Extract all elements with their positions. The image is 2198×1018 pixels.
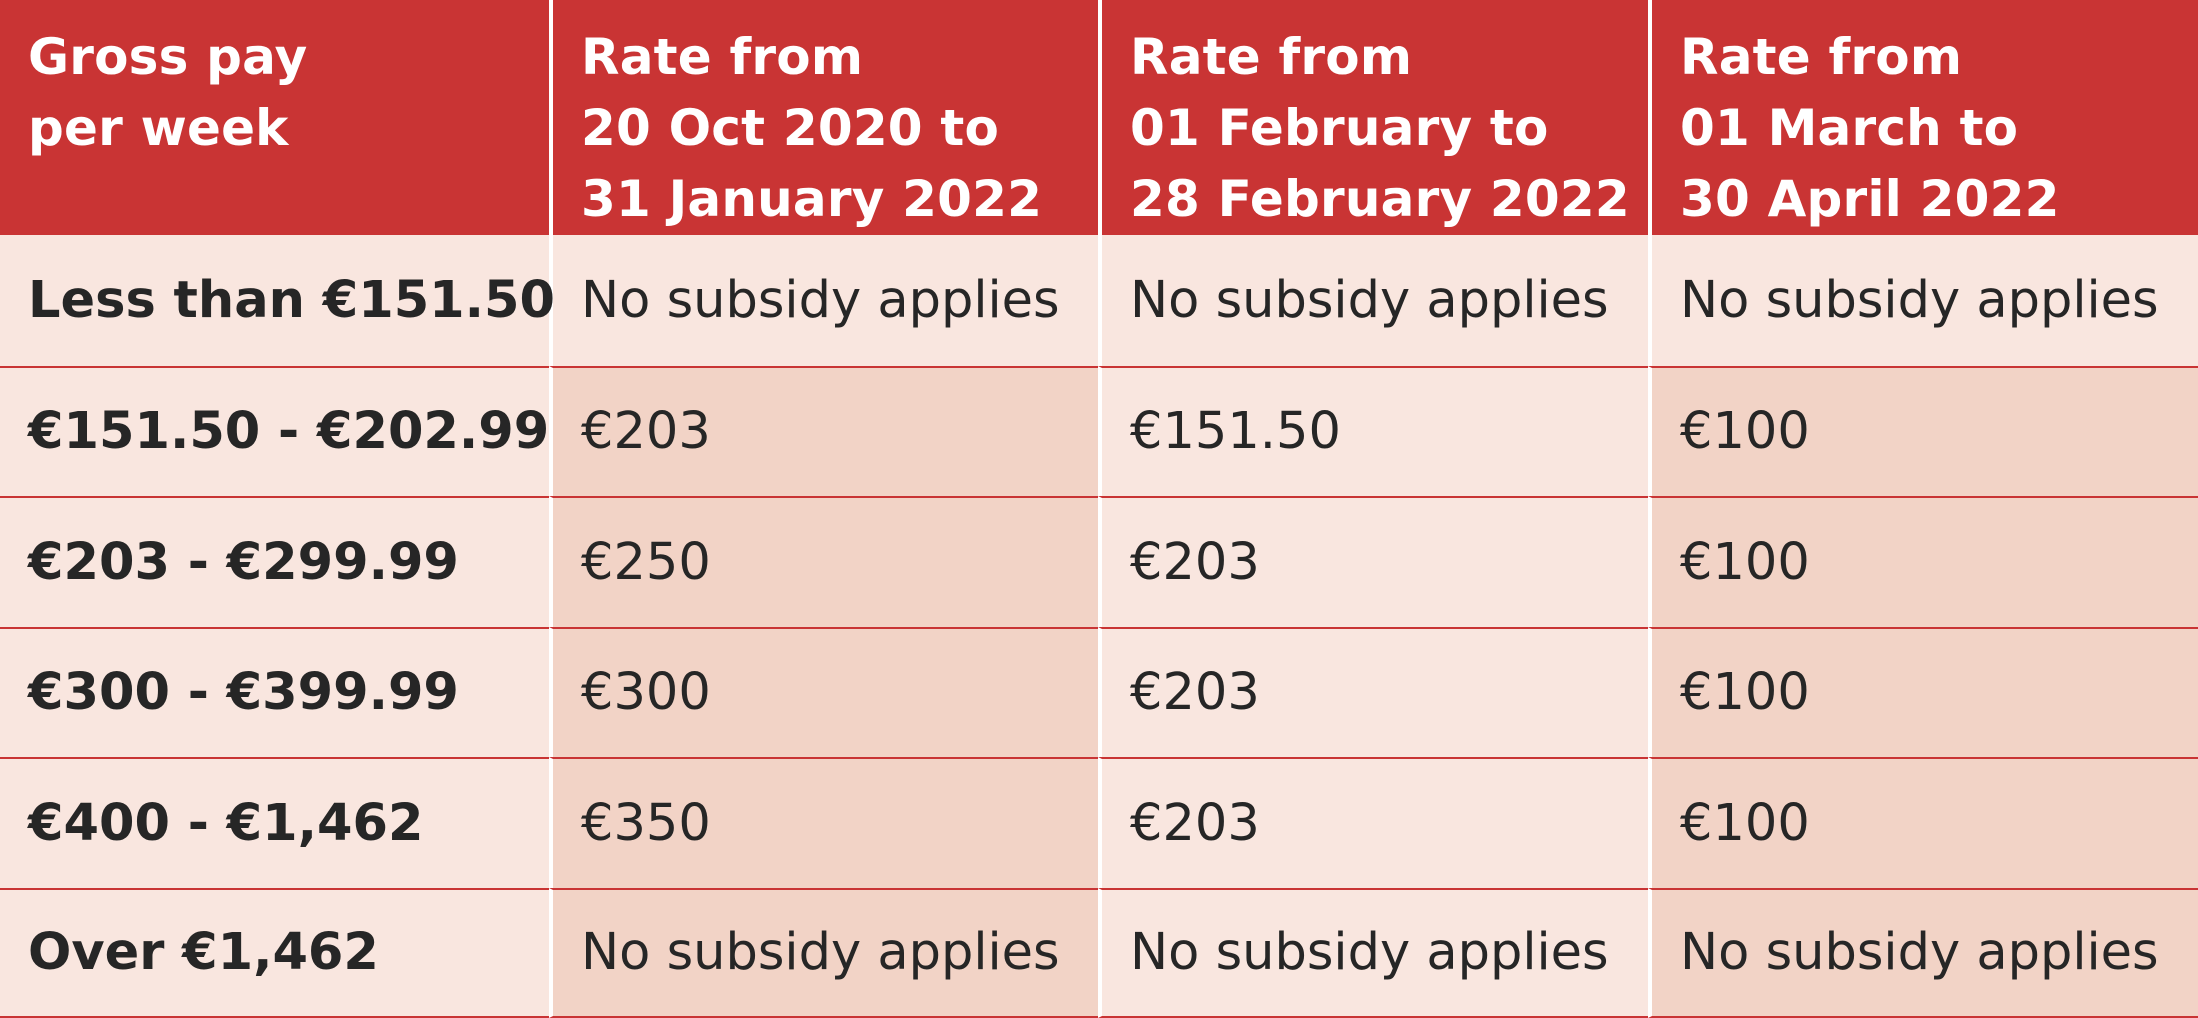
rate-cell: €203	[1098, 626, 1648, 757]
rate-cell: No subsidy applies	[1648, 235, 2198, 366]
header-rate-period-1: Rate from 20 Oct 2020 to 31 January 2022	[549, 0, 1098, 235]
rate-cell: No subsidy applies	[1098, 887, 1648, 1018]
rate-cell: €100	[1648, 365, 2198, 496]
pay-band-cell: €203 - €299.99	[0, 496, 549, 627]
pay-band-cell: Less than €151.50	[0, 235, 555, 366]
table-row: €203 - €299.99 €250 €203 €100	[0, 496, 2198, 627]
header-line: 01 February to	[1130, 99, 1549, 157]
table-row: Less than €151.50 No subsidy applies No …	[0, 235, 2198, 366]
table-row: €400 - €1,462 €350 €203 €100	[0, 757, 2198, 888]
rate-cell: €100	[1648, 626, 2198, 757]
pay-band-cell: Over €1,462	[0, 887, 549, 1018]
rate-cell: €100	[1648, 496, 2198, 627]
rate-cell: €350	[549, 757, 1098, 888]
table-row: Over €1,462 No subsidy applies No subsid…	[0, 887, 2198, 1018]
header-rate-period-3: Rate from 01 March to 30 April 2022	[1648, 0, 2198, 235]
header-line: Rate from	[1130, 28, 1413, 86]
rate-cell: No subsidy applies	[1098, 235, 1648, 366]
pay-band-cell: €400 - €1,462	[0, 757, 549, 888]
header-line: 30 April 2022	[1680, 170, 2060, 228]
rate-cell: No subsidy applies	[1648, 887, 2198, 1018]
header-row: Gross pay per week Rate from 20 Oct 2020…	[0, 0, 2198, 235]
header-line: per week	[28, 99, 289, 157]
rate-cell: No subsidy applies	[549, 235, 1098, 366]
header-line: 28 February 2022	[1130, 170, 1630, 228]
table-row: €300 - €399.99 €300 €203 €100	[0, 626, 2198, 757]
rate-cell: No subsidy applies	[549, 887, 1098, 1018]
header-line: Rate from	[581, 28, 864, 86]
rate-cell: €300	[549, 626, 1098, 757]
table-header: Gross pay per week Rate from 20 Oct 2020…	[0, 0, 2198, 235]
header-gross-pay: Gross pay per week	[0, 0, 549, 235]
rate-cell: €151.50	[1098, 365, 1648, 496]
table-row: €151.50 - €202.99 €203 €151.50 €100	[0, 365, 2198, 496]
header-line: 20 Oct 2020 to	[581, 99, 1000, 157]
header-rate-period-2: Rate from 01 February to 28 February 202…	[1098, 0, 1648, 235]
header-line: 01 March to	[1680, 99, 2019, 157]
rate-cell: €203	[1098, 496, 1648, 627]
header-line: Rate from	[1680, 28, 1963, 86]
rate-cell: €203	[1098, 757, 1648, 888]
rate-cell: €100	[1648, 757, 2198, 888]
table-body: Less than €151.50 No subsidy applies No …	[0, 235, 2198, 1018]
rate-cell: €203	[549, 365, 1098, 496]
header-line: Gross pay	[28, 28, 308, 86]
pay-band-cell: €151.50 - €202.99	[0, 365, 549, 496]
pay-band-cell: €300 - €399.99	[0, 626, 549, 757]
header-line: 31 January 2022	[581, 170, 1043, 228]
rate-cell: €250	[549, 496, 1098, 627]
